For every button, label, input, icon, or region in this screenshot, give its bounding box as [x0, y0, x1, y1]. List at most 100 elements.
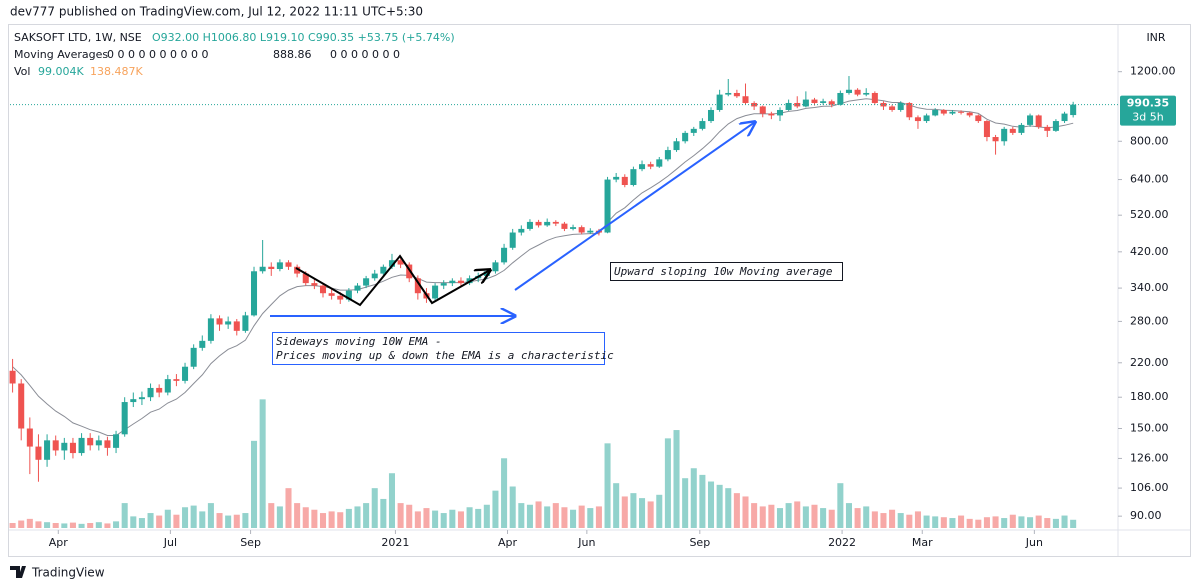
volume-bar	[199, 511, 206, 528]
volume-bar	[302, 507, 309, 528]
volume-bar	[656, 494, 663, 528]
x-tick-label: 2021	[381, 536, 409, 549]
volume-bar	[932, 516, 939, 528]
volume-bar	[466, 507, 473, 528]
candle-body	[35, 446, 42, 460]
candle-body	[768, 113, 775, 116]
symbol: SAKSOFT LTD, 1W, NSE	[14, 31, 142, 44]
candle-body	[914, 117, 921, 122]
volume-bar	[276, 506, 283, 528]
x-tick-label: Jun	[577, 536, 595, 549]
volume-bar	[61, 523, 68, 528]
volume-bar	[544, 506, 551, 528]
candle-body	[518, 228, 525, 233]
volume-bar	[182, 507, 189, 528]
volume-bar	[923, 515, 930, 528]
volume-bar	[673, 430, 680, 528]
y-tick-label: 280.00	[1130, 314, 1169, 327]
candle-body	[871, 92, 878, 103]
x-tick-label: Jun	[1025, 536, 1043, 549]
candle-body	[958, 111, 965, 113]
volume-bar	[371, 488, 378, 528]
volume-bar	[630, 493, 637, 528]
volume-bar	[1044, 518, 1051, 528]
volume-bar	[147, 513, 154, 528]
logo	[10, 566, 26, 578]
candle-body	[276, 262, 283, 270]
volume-bar	[432, 510, 439, 528]
volume-bar	[1052, 518, 1059, 528]
candle-body	[380, 266, 387, 274]
ma-zeros: 0 0 0 0 0 0 0	[330, 48, 400, 61]
candle-body	[992, 137, 999, 142]
volume-bar	[742, 496, 749, 528]
candle-body	[1070, 104, 1077, 116]
volume-bar	[121, 503, 128, 528]
volume-bar	[492, 490, 499, 528]
volume-bar	[802, 506, 809, 528]
arrow-drawing	[514, 122, 755, 291]
volume-bar	[225, 515, 232, 528]
volume-bar	[457, 511, 464, 528]
volume-bar	[854, 508, 861, 528]
candle-body	[630, 169, 637, 186]
volume-bar	[285, 488, 292, 528]
y-tick-label: 126.00	[1130, 451, 1169, 464]
candle-body	[190, 347, 197, 367]
volume-bar	[725, 488, 732, 528]
volume-bar	[294, 503, 301, 528]
volume-bar	[595, 506, 602, 528]
candle-body	[1044, 126, 1051, 131]
candle-body	[699, 121, 706, 129]
volume-bar	[561, 507, 568, 528]
candle-body	[526, 221, 533, 229]
volume-bar	[164, 509, 171, 528]
volume-bar	[820, 508, 827, 528]
candle-body	[725, 92, 732, 95]
candle-body	[923, 115, 930, 122]
candle-body	[363, 278, 370, 286]
candle-body	[87, 437, 94, 446]
volume-bar	[707, 481, 715, 528]
candle-body	[587, 230, 594, 233]
candle-body	[182, 366, 189, 381]
candle-body	[845, 89, 852, 93]
volume-bar	[311, 509, 318, 528]
vol-label: Vol	[14, 65, 30, 78]
candle-body	[130, 399, 137, 403]
candle-body	[535, 221, 542, 226]
candle-body	[337, 295, 344, 300]
volume-bar	[337, 512, 344, 528]
candle-body	[794, 102, 801, 107]
candle-body	[406, 264, 413, 279]
x-tick-label: 2022	[828, 536, 856, 549]
candle-body	[742, 96, 749, 103]
volume-bar	[95, 522, 102, 528]
volume-bar	[587, 508, 594, 528]
volume-bar	[613, 483, 620, 528]
last-price-tag	[1120, 95, 1176, 126]
volume-bar	[501, 458, 508, 528]
candle-body	[9, 370, 16, 384]
volume-bar	[958, 515, 965, 528]
volume-bar	[1001, 518, 1008, 528]
candle-body	[639, 164, 646, 170]
ma-value: 888.86	[273, 48, 312, 61]
volume-bar	[578, 505, 585, 528]
candle-body	[759, 106, 766, 114]
candle-body	[121, 402, 128, 435]
volume-bar	[889, 509, 896, 528]
candle-body	[570, 227, 577, 229]
candle-body	[78, 437, 85, 454]
candle-body	[242, 315, 249, 331]
candle-body	[44, 440, 51, 460]
candle-body	[104, 440, 111, 448]
volume-bar	[1061, 515, 1068, 528]
x-tick-label: Apr	[49, 536, 69, 549]
candle-body	[509, 232, 516, 248]
zigzag-drawing	[295, 254, 490, 307]
annotation-box	[272, 332, 605, 365]
candle-body	[294, 266, 301, 274]
y-tick-label: 150.00	[1130, 422, 1169, 435]
candle-body	[440, 283, 447, 286]
